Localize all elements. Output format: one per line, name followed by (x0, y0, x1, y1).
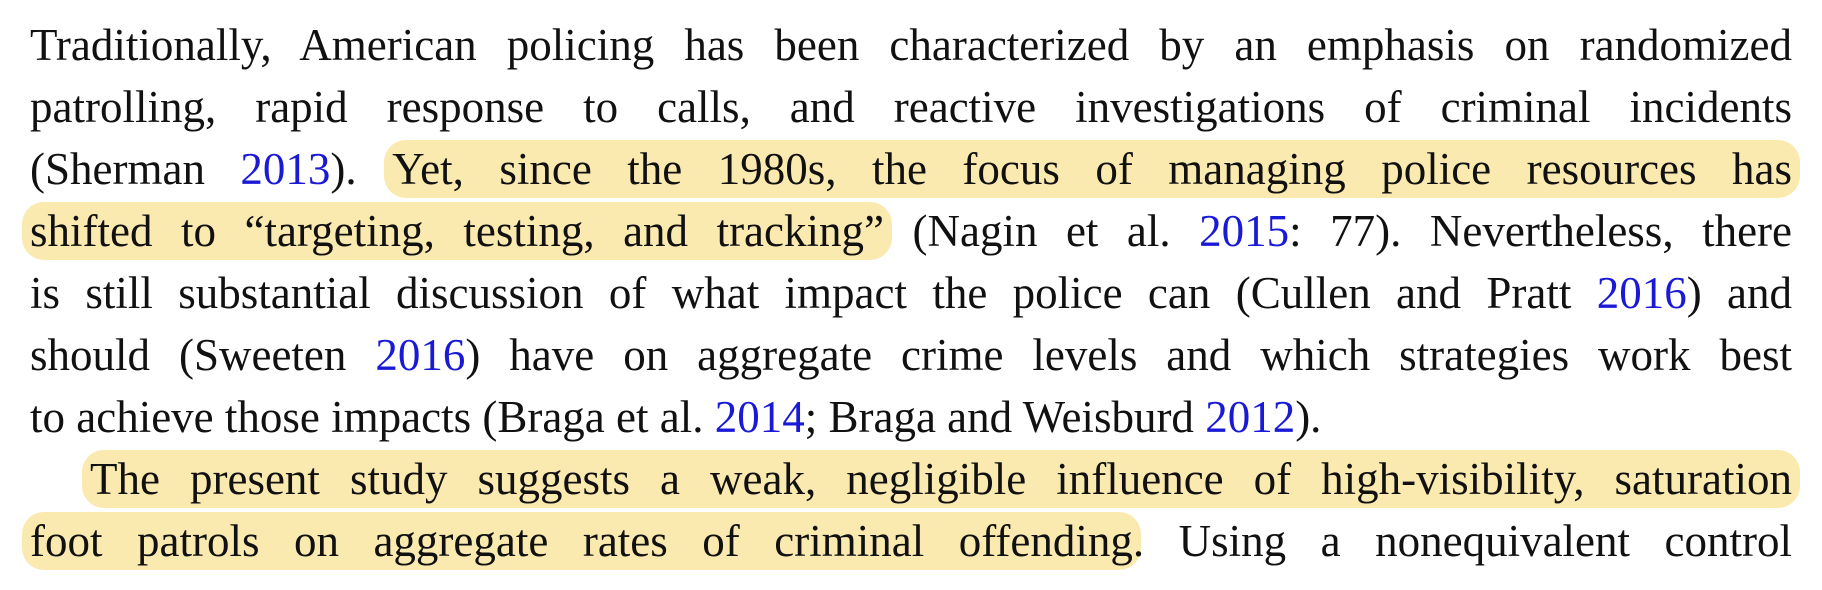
citation-link-sherman-2013[interactable]: 2013 (240, 144, 331, 194)
p1-line-6: should (Sweeten 2016) have on aggregate … (30, 324, 1792, 386)
p1-line-7-post: ). (1295, 392, 1322, 442)
citation-link-braga-2014[interactable]: 2014 (714, 392, 805, 442)
highlight-foot-patrols[interactable]: foot patrols on aggregate rates of crimi… (22, 512, 1141, 570)
p1-line-2: patrolling, rapid response to calls, and… (30, 76, 1792, 138)
p2-line-2-post: . Using a nonequivalent control (1132, 516, 1792, 566)
p1-line-6-post: ) have on aggregate crime levels and whi… (465, 330, 1792, 380)
p1-line-5: is still substantial discussion of what … (30, 262, 1792, 324)
highlight-present-study[interactable]: The present study suggests a weak, negli… (82, 450, 1800, 508)
p1-line-7-pre: to achieve those impacts (Braga et al. (30, 392, 715, 442)
paragraph-2: The present study suggests a weak, negli… (22, 448, 1800, 572)
p1-line-7-mid: ; Braga and Weisburd (804, 392, 1206, 442)
p1-line-4: shifted to “targeting, testing, and trac… (22, 200, 1793, 262)
p1-line-6-pre: should (Sweeten (30, 330, 376, 380)
paragraph-1: Traditionally, American policing has bee… (22, 14, 1800, 448)
citation-link-braga-weisburd-2012[interactable]: 2012 (1205, 392, 1296, 442)
p2-line-2: foot patrols on aggregate rates of crimi… (22, 510, 1792, 572)
p1-line-4-pre: (Nagin et al. (883, 206, 1200, 256)
p1-line-5-pre: is still substantial discussion of what … (30, 268, 1597, 318)
citation-link-sweeten-2016[interactable]: 2016 (375, 330, 466, 380)
p1-line-3-post: ). (330, 144, 393, 194)
p1-line-7: to achieve those impacts (Braga et al. 2… (30, 386, 1792, 448)
p2-line-1: The present study suggests a weak, negli… (30, 448, 1800, 510)
highlight-yet-since-1980s[interactable]: Yet, since the 1980s, the focus of manag… (384, 140, 1800, 198)
p1-line-1: Traditionally, American policing has bee… (30, 14, 1792, 76)
p1-line-3-pre: (Sherman (30, 144, 241, 194)
p1-line-1-text: Traditionally, American policing has bee… (30, 20, 1792, 70)
p1-line-4-post: : 77). Nevertheless, there (1289, 206, 1793, 256)
highlight-targeting-testing-tracking[interactable]: shifted to “targeting, testing, and trac… (22, 202, 892, 260)
p1-line-5-post: ) and (1686, 268, 1792, 318)
article-body: Traditionally, American policing has bee… (22, 14, 1800, 572)
p1-line-3: (Sherman 2013). Yet, since the 1980s, th… (30, 138, 1800, 200)
p1-line-2-text: patrolling, rapid response to calls, and… (30, 82, 1792, 132)
citation-link-nagin-2015[interactable]: 2015 (1199, 206, 1290, 256)
citation-link-cullen-pratt-2016[interactable]: 2016 (1596, 268, 1687, 318)
